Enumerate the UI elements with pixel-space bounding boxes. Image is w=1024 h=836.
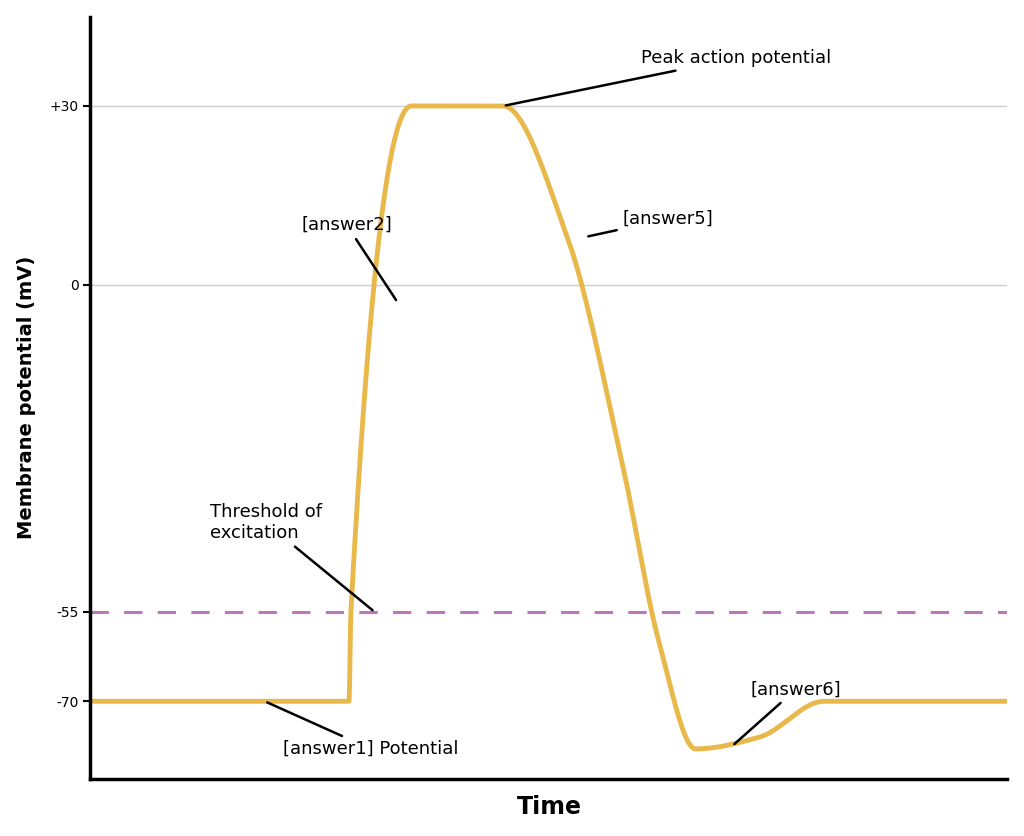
Text: [answer2]: [answer2] <box>301 216 396 300</box>
Text: [answer6]: [answer6] <box>734 681 842 744</box>
Text: [answer5]: [answer5] <box>589 210 713 237</box>
Text: [answer1] Potential: [answer1] Potential <box>267 702 459 758</box>
Y-axis label: Membrane potential (mV): Membrane potential (mV) <box>16 256 36 539</box>
Text: Threshold of
excitation: Threshold of excitation <box>210 503 373 610</box>
X-axis label: Time: Time <box>516 795 582 819</box>
Text: Peak action potential: Peak action potential <box>506 49 830 105</box>
